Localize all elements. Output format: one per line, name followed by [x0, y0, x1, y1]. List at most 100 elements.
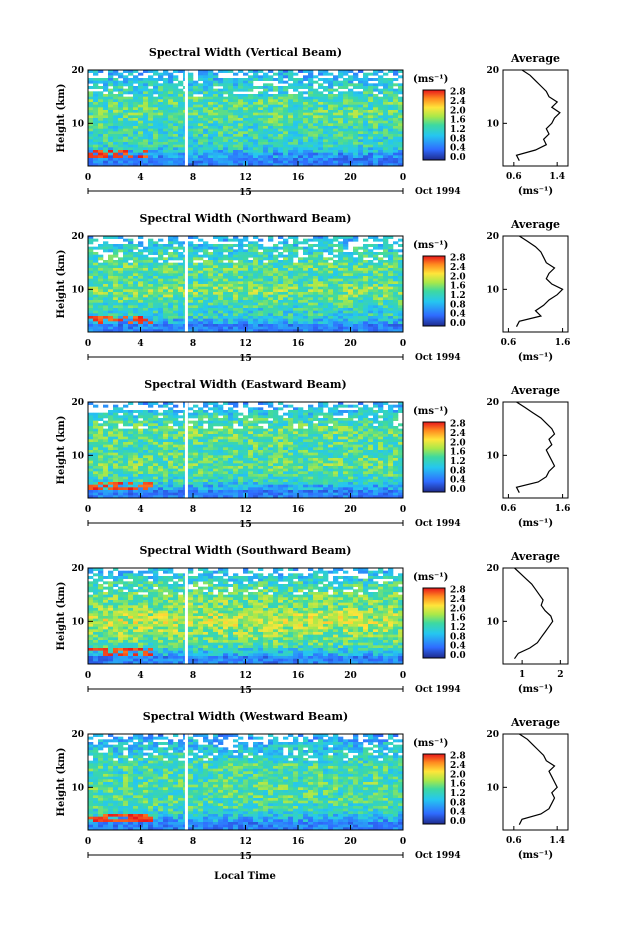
heatmap-cell: [378, 305, 384, 309]
heatmap-cell: [293, 270, 299, 274]
heatmap-cell: [268, 144, 274, 148]
heatmap-cell: [248, 134, 254, 137]
heatmap-cell: [133, 257, 139, 261]
heatmap-cell: [398, 142, 404, 145]
heatmap-cell: [93, 110, 99, 113]
heatmap-cell: [268, 305, 274, 309]
heatmap-cell: [138, 118, 144, 121]
heatmap-cell: [118, 152, 124, 156]
heatmap-cell: [228, 112, 234, 116]
heatmap-cell: [138, 281, 144, 285]
heatmap-cell: [298, 426, 304, 429]
heatmap-cell: [123, 126, 129, 129]
heatmap-cell: [278, 91, 284, 95]
heatmap-cell: [168, 262, 174, 266]
heatmap-cell: [98, 112, 104, 116]
heatmap-cell: [353, 329, 359, 333]
heatmap-cell: [378, 262, 384, 266]
heatmap-cell: [268, 434, 274, 437]
heatmap-cell: [328, 273, 334, 277]
heatmap-cell: [103, 102, 109, 105]
heatmap-cell: [373, 428, 379, 432]
heatmap-cell: [293, 434, 299, 437]
heatmap-cell: [248, 86, 254, 89]
heatmap-cell: [178, 268, 184, 271]
heatmap-cell: [233, 96, 239, 100]
heatmap-cell: [208, 423, 214, 427]
heatmap-cell: [388, 273, 394, 277]
heatmap-cell: [93, 276, 99, 279]
heatmap-cell: [273, 260, 279, 263]
heatmap-cell: [178, 423, 184, 427]
heatmap-cell: [163, 292, 169, 295]
heatmap-cell: [153, 142, 159, 145]
heatmap-cell: [188, 112, 194, 116]
heatmap-cell: [203, 310, 209, 314]
heatmap-cell: [348, 265, 354, 269]
heatmap-cell: [123, 431, 129, 435]
heatmap-cell: [318, 99, 324, 103]
heatmap-cell: [198, 120, 204, 124]
heatmap-cell: [123, 329, 129, 333]
heatmap-cell: [188, 257, 194, 261]
heatmap-cell: [153, 86, 159, 89]
heatmap-cell: [148, 112, 154, 116]
heatmap-cell: [158, 246, 164, 250]
heatmap-cell: [278, 318, 284, 322]
heatmap-cell: [318, 236, 324, 239]
heatmap-cell: [293, 302, 299, 306]
heatmap-cell: [288, 428, 294, 432]
heatmap-cell: [238, 302, 244, 306]
heatmap-cell: [208, 88, 214, 92]
heatmap-cell: [163, 110, 169, 113]
heatmap-cell: [393, 83, 399, 87]
heatmap-cell: [398, 260, 404, 263]
heatmap-cell: [188, 305, 194, 309]
heatmap-cell: [88, 118, 94, 121]
heatmap-cell: [138, 431, 144, 435]
heatmap-cell: [218, 249, 224, 253]
heatmap-cell: [208, 415, 214, 419]
heatmap-cell: [248, 326, 254, 330]
heatmap-cell: [203, 300, 209, 303]
heatmap-cell: [208, 270, 214, 274]
heatmap-cell: [353, 262, 359, 266]
heatmap-cell: [148, 426, 154, 429]
heatmap-cell: [153, 281, 159, 285]
heatmap-cell: [373, 308, 379, 311]
heatmap-cell: [378, 150, 384, 153]
heatmap-cell: [208, 318, 214, 322]
heatmap-cell: [208, 292, 214, 295]
heatmap-cell: [373, 88, 379, 92]
heatmap-cell: [368, 268, 374, 271]
heatmap-cell: [218, 94, 224, 97]
heatmap-cell: [303, 139, 309, 143]
heatmap-cell: [258, 75, 264, 79]
heatmap-cell: [143, 139, 149, 143]
heatmap-cell: [258, 131, 264, 135]
heatmap-cell: [118, 88, 124, 92]
heatmap-cell: [103, 316, 109, 319]
heatmap-cell: [313, 112, 319, 116]
heatmap-cell: [123, 163, 129, 167]
heatmap-cell: [173, 420, 179, 424]
heatmap-cell: [388, 118, 394, 121]
heatmap-cell: [268, 75, 274, 79]
heatmap-cell: [363, 112, 369, 116]
heatmap-cell: [228, 420, 234, 424]
heatmap-cell: [108, 313, 114, 317]
heatmap-cell: [193, 115, 199, 119]
heatmap-cell: [388, 78, 394, 81]
heatmap-cell: [378, 404, 384, 408]
heatmap-cell: [153, 244, 159, 247]
heatmap-cell: [348, 324, 354, 327]
heatmap-cell: [108, 308, 114, 311]
heatmap-cell: [283, 418, 289, 421]
heatmap-cell: [98, 276, 104, 279]
heatmap-cell: [128, 294, 134, 298]
heatmap-cell: [233, 86, 239, 89]
heatmap-cell: [108, 284, 114, 287]
heatmap-cell: [138, 313, 144, 317]
heatmap-cell: [198, 88, 204, 92]
heatmap-cell: [343, 123, 349, 127]
